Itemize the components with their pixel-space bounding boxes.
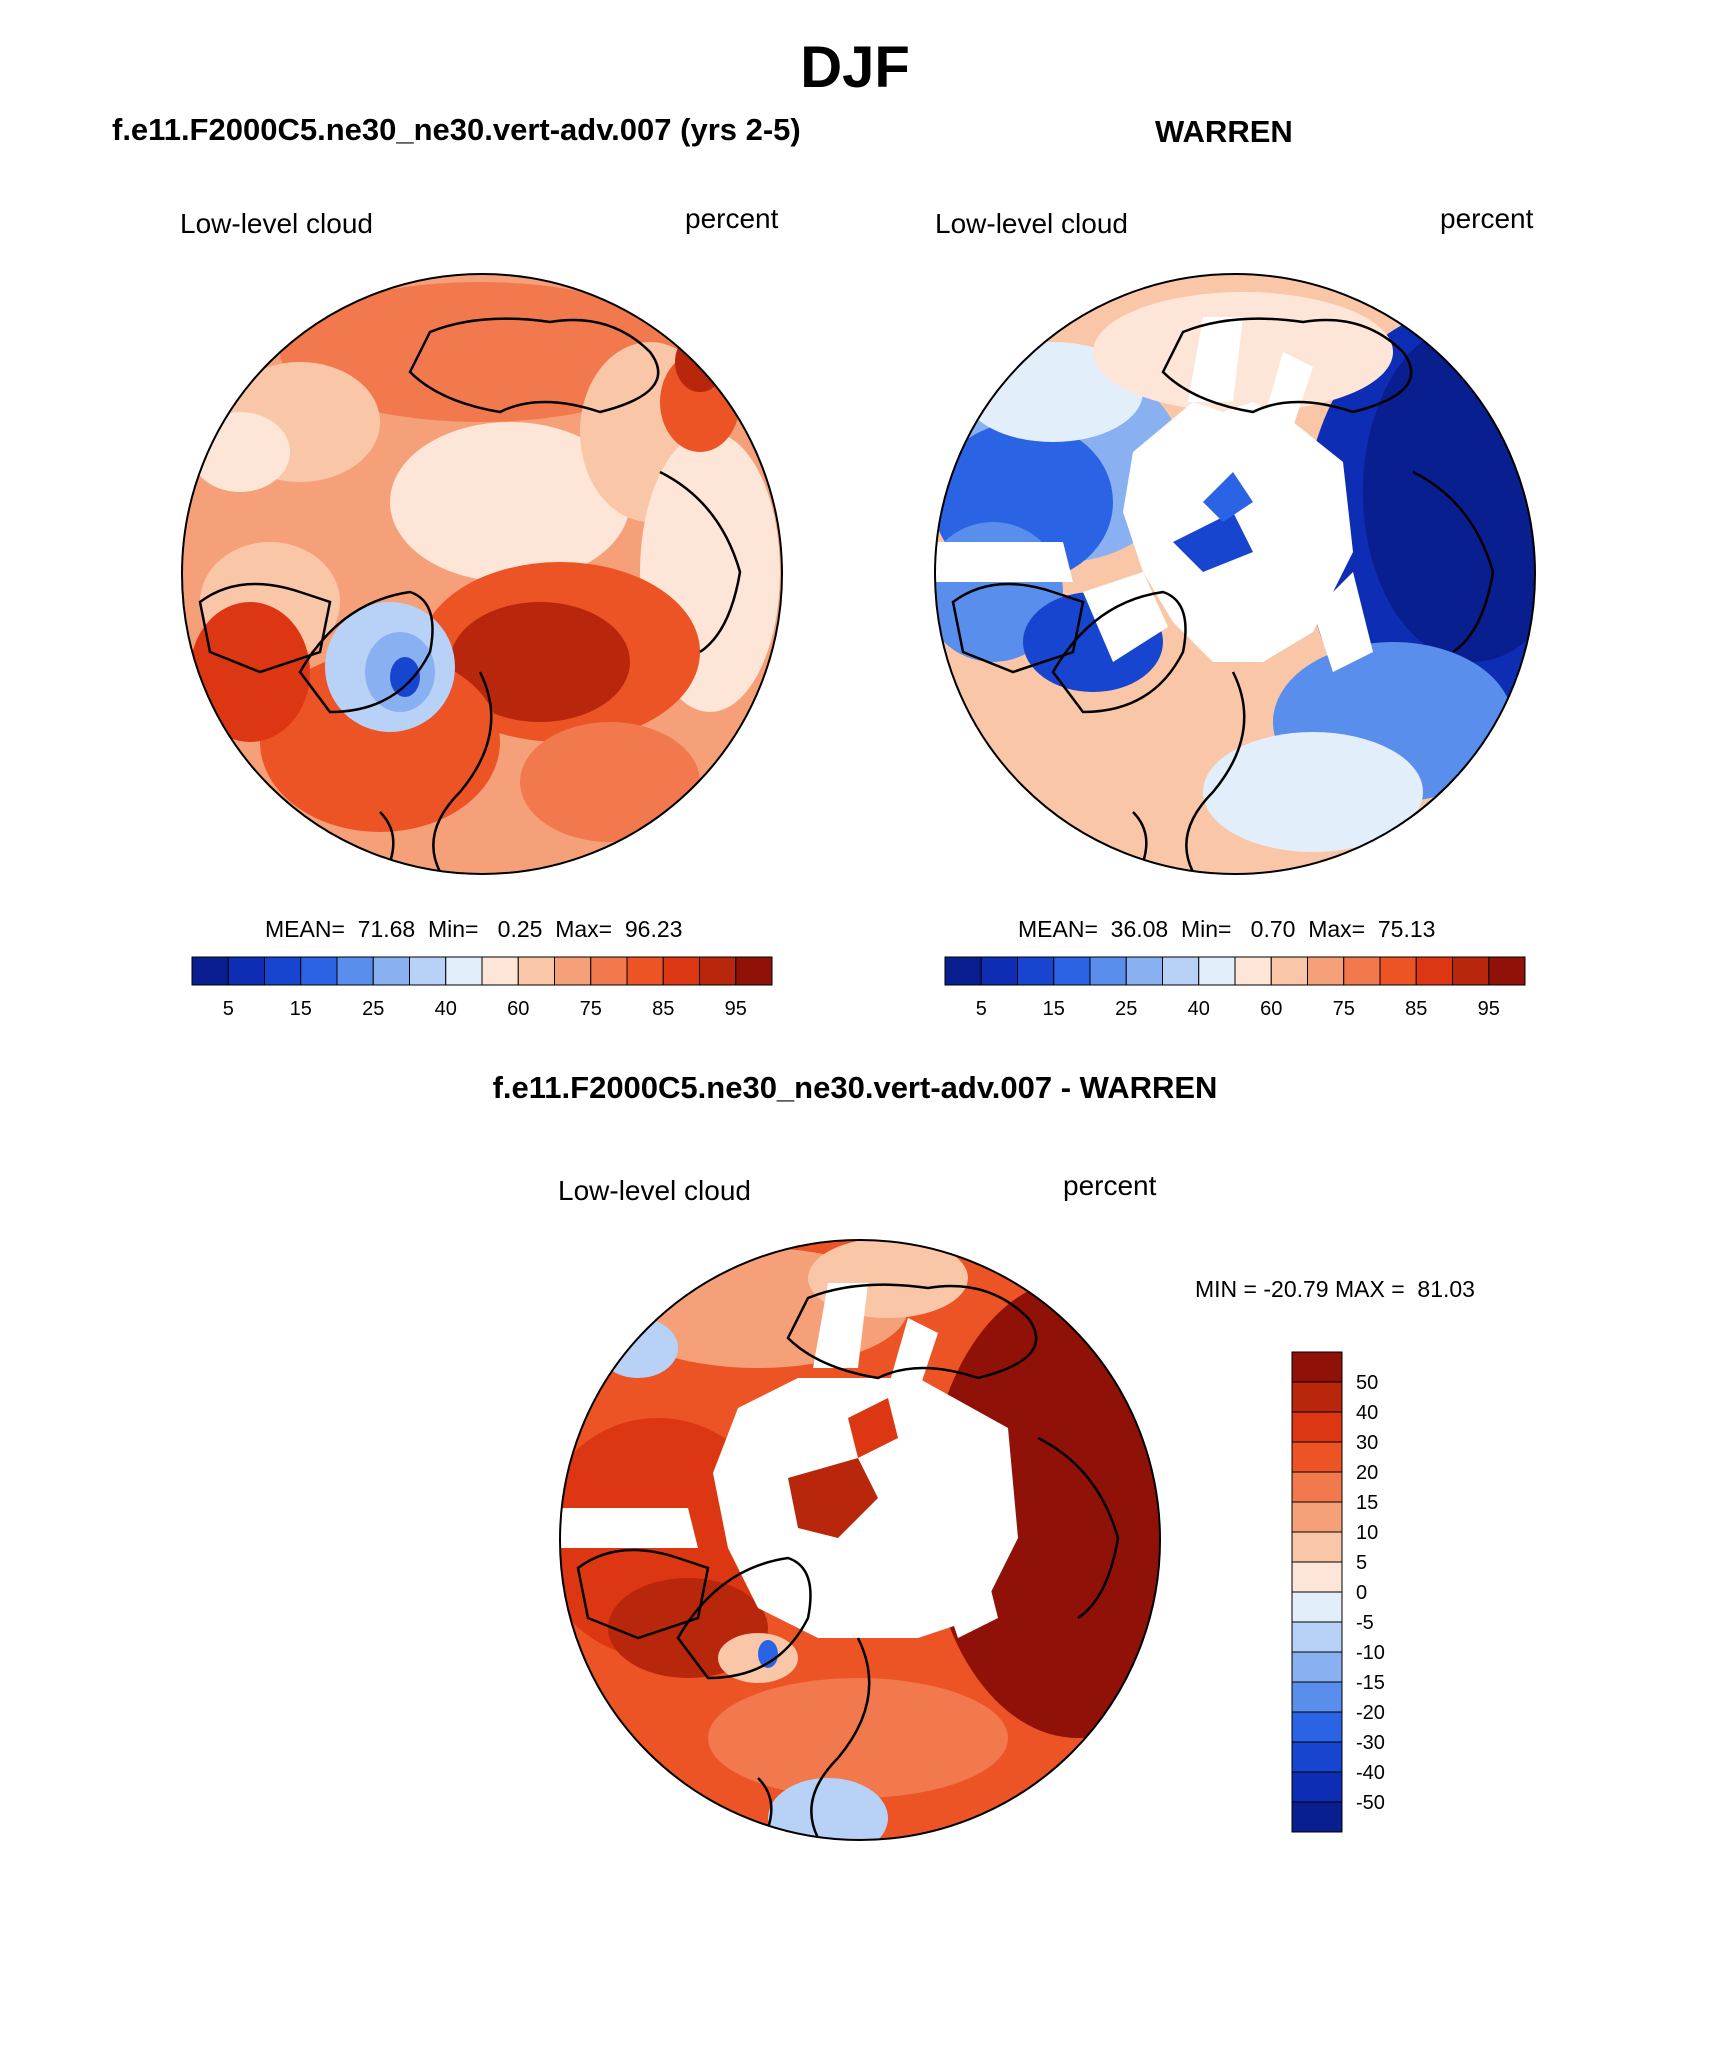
- colorbar-swatch: [554, 956, 592, 986]
- right-colorbar: 5 15 25 40 60 75 85 95: [944, 956, 1526, 1020]
- colorbar-swatch: [662, 956, 700, 986]
- right-stats: MEAN= 36.08 Min= 0.70 Max= 75.13: [1018, 916, 1436, 942]
- left-units-label: percent: [685, 203, 779, 234]
- colorbar-tick-label: -50: [1356, 1792, 1385, 1814]
- colorbar-swatch: [1415, 956, 1453, 986]
- colorbar-tick-label: 0: [1356, 1582, 1367, 1604]
- colorbar-tick-label: 40: [435, 998, 457, 1020]
- right-units-label: percent: [1440, 203, 1534, 234]
- bottom-units-label: percent: [1063, 1170, 1157, 1201]
- colorbar-swatch: [481, 956, 519, 986]
- right-map: [934, 273, 1536, 875]
- figure-title: DJF: [800, 35, 910, 100]
- colorbar-swatch: [590, 956, 628, 986]
- colorbar-tick-label: 5: [976, 998, 987, 1020]
- colorbar-tick-label: -15: [1356, 1672, 1385, 1694]
- colorbar-tick-label: 15: [1356, 1492, 1378, 1514]
- colorbar-swatch: [980, 956, 1018, 986]
- colorbar-tick-label: -5: [1356, 1612, 1374, 1634]
- colorbar-tick-label: 40: [1356, 1402, 1378, 1424]
- colorbar-tick-label: 25: [1115, 998, 1137, 1020]
- colorbar-tick-label: 20: [1356, 1462, 1378, 1484]
- colorbar-tick-label: 40: [1188, 998, 1210, 1020]
- colorbar-swatch: [1198, 956, 1236, 986]
- colorbar-swatch: [1270, 956, 1308, 986]
- colorbar-swatch: [1291, 1501, 1343, 1533]
- colorbar-swatch: [1291, 1591, 1343, 1623]
- colorbar-swatch: [1291, 1351, 1343, 1383]
- colorbar-tick-label: -10: [1356, 1642, 1385, 1664]
- colorbar-swatch: [699, 956, 737, 986]
- colorbar-tick-label: -20: [1356, 1702, 1385, 1724]
- left-map: [181, 273, 783, 875]
- colorbar-tick-label: 75: [1333, 998, 1355, 1020]
- colorbar-swatch: [1343, 956, 1381, 986]
- colorbar-tick-label: 5: [1356, 1552, 1367, 1574]
- colorbar-swatch: [1488, 956, 1526, 986]
- colorbar-swatch: [264, 956, 302, 986]
- colorbar-tick-label: 95: [1478, 998, 1500, 1020]
- colorbar-swatch: [409, 956, 447, 986]
- colorbar-tick-label: 95: [725, 998, 747, 1020]
- colorbar-swatch: [336, 956, 374, 986]
- colorbar-tick-label: -30: [1356, 1732, 1385, 1754]
- colorbar-tick-label: 60: [1260, 998, 1282, 1020]
- colorbar-swatch: [626, 956, 664, 986]
- colorbar-swatch: [1291, 1801, 1343, 1833]
- colorbar-swatch: [1053, 956, 1091, 986]
- colorbar-swatch: [1291, 1561, 1343, 1593]
- left-stats: MEAN= 71.68 Min= 0.25 Max= 96.23: [265, 916, 683, 942]
- colorbar-swatch: [1291, 1771, 1343, 1803]
- colorbar-swatch: [1017, 956, 1055, 986]
- colorbar-tick-label: 30: [1356, 1432, 1378, 1454]
- colorbar-swatch: [1291, 1741, 1343, 1773]
- colorbar-tick-label: 85: [652, 998, 674, 1020]
- colorbar-swatch: [1291, 1681, 1343, 1713]
- colorbar-swatch: [1291, 1471, 1343, 1503]
- colorbar-tick-label: 15: [1043, 998, 1065, 1020]
- colorbar-swatch: [1089, 956, 1127, 986]
- bottom-panel-title: f.e11.F2000C5.ne30_ne30.vert-adv.007 - W…: [492, 1070, 1218, 1105]
- colorbar-swatch: [1125, 956, 1163, 986]
- colorbar-tick-label: -40: [1356, 1762, 1385, 1784]
- colorbar-swatch: [372, 956, 410, 986]
- colorbar-swatch: [944, 956, 982, 986]
- colorbar-tick-label: 25: [362, 998, 384, 1020]
- colorbar-tick-label: 50: [1356, 1372, 1378, 1394]
- colorbar-swatch: [735, 956, 773, 986]
- colorbar-swatch: [1234, 956, 1272, 986]
- colorbar-swatch: [1452, 956, 1490, 986]
- colorbar-tick-label: 5: [223, 998, 234, 1020]
- colorbar-swatch: [1379, 956, 1417, 986]
- bottom-stats: MIN = -20.79 MAX = 81.03: [1195, 1276, 1475, 1302]
- colorbar-tick-label: 60: [507, 998, 529, 1020]
- left-variable-label: Low-level cloud: [180, 208, 373, 239]
- colorbar-swatch: [300, 956, 338, 986]
- colorbar-swatch: [1291, 1411, 1343, 1443]
- colorbar-swatch: [445, 956, 483, 986]
- colorbar-swatch: [1291, 1381, 1343, 1413]
- left-panel-title: f.e11.F2000C5.ne30_ne30.vert-adv.007 (yr…: [112, 112, 801, 147]
- colorbar-swatch: [1291, 1711, 1343, 1743]
- right-panel-title: WARREN: [1155, 114, 1293, 149]
- colorbar-swatch: [1162, 956, 1200, 986]
- colorbar-tick-label: 10: [1356, 1522, 1378, 1544]
- colorbar-swatch: [1291, 1441, 1343, 1473]
- colorbar-swatch: [517, 956, 555, 986]
- colorbar-tick-label: 85: [1405, 998, 1427, 1020]
- bottom-variable-label: Low-level cloud: [558, 1175, 751, 1206]
- colorbar-swatch: [1291, 1531, 1343, 1563]
- bottom-map: [559, 1239, 1161, 1841]
- colorbar-tick-label: 15: [290, 998, 312, 1020]
- right-variable-label: Low-level cloud: [935, 208, 1128, 239]
- colorbar-swatch: [1291, 1651, 1343, 1683]
- colorbar-swatch: [227, 956, 265, 986]
- colorbar-swatch: [1291, 1621, 1343, 1653]
- left-colorbar: 5 15 25 40 60 75 85 95: [191, 956, 773, 1020]
- colorbar-tick-label: 75: [580, 998, 602, 1020]
- colorbar-swatch: [1307, 956, 1345, 986]
- colorbar-swatch: [191, 956, 229, 986]
